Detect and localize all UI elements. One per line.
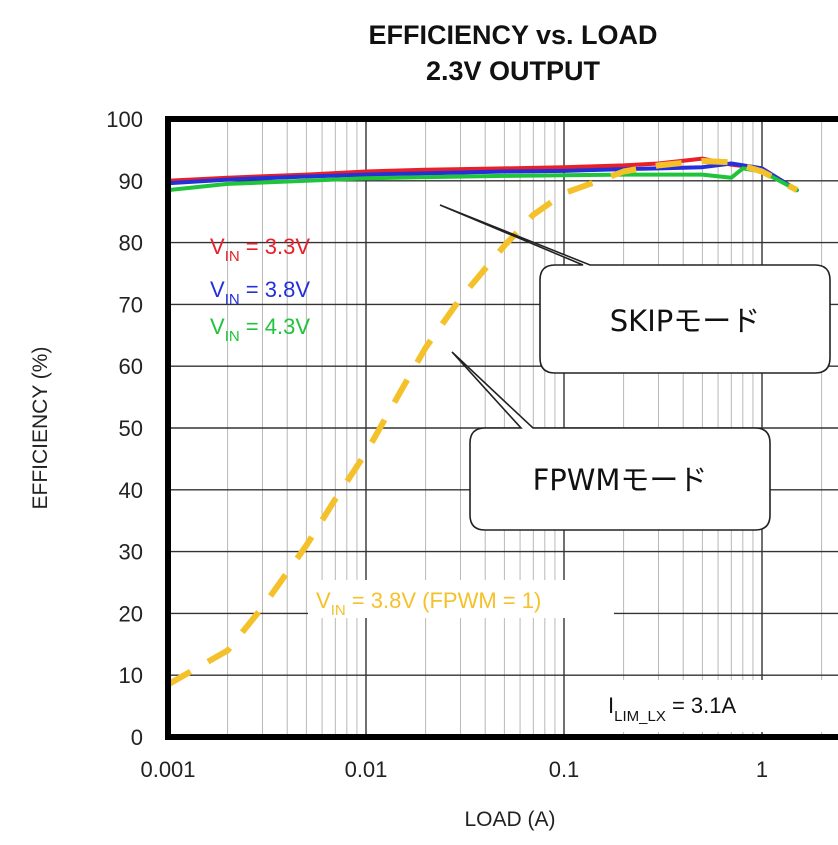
y-tick-label: 70 — [119, 292, 143, 317]
callout-fpwm: FPWMモード — [451, 351, 771, 531]
y-tick-label: 10 — [119, 663, 143, 688]
y-tick-label: 60 — [119, 354, 143, 379]
callout-skip-text: SKIPモード — [610, 304, 760, 338]
y-tick-label: 0 — [131, 725, 143, 750]
chart-subtitle: 2.3V OUTPUT — [426, 56, 601, 86]
series-line-3 — [166, 166, 799, 193]
label-backdrop — [308, 580, 614, 618]
x-tick-labels: 0.001 0.01 0.1 1 — [140, 757, 768, 782]
y-tick-label: 80 — [119, 231, 143, 256]
series-label-2: VIN = 3.8V — [210, 277, 310, 308]
current-limit-label: ILIM_LX = 3.1A — [608, 693, 736, 725]
y-tick-label: 100 — [106, 107, 143, 132]
y-tick-label: 20 — [119, 601, 143, 626]
y-tick-labels: 0 10 20 30 40 50 60 70 80 90 100 — [106, 107, 143, 750]
y-axis-label: EFFICIENCY (%) — [29, 347, 52, 510]
x-tick-label: 0.01 — [345, 757, 388, 782]
x-tick-label: 1 — [756, 757, 768, 782]
y-tick-label: 30 — [119, 540, 143, 565]
x-axis-label: LOAD (A) — [464, 808, 555, 831]
x-tick-label: 0.001 — [140, 757, 195, 782]
y-tick-label: 40 — [119, 478, 143, 503]
series-lines — [166, 156, 799, 688]
series-label-3: VIN = 4.3V — [210, 314, 310, 345]
series-label-1: VIN = 3.3V — [210, 234, 310, 265]
callout-fpwm-text: FPWMモード — [533, 463, 708, 497]
series-labels: VIN = 3.3V VIN = 3.8V VIN = 4.3V VIN = 3.8V… — [210, 234, 614, 619]
y-tick-label: 50 — [119, 416, 143, 441]
y-tick-label: 90 — [119, 169, 143, 194]
plot-frame — [165, 116, 838, 740]
x-tick-label: 0.1 — [549, 757, 580, 782]
chart-title: EFFICIENCY vs. LOAD — [368, 20, 657, 50]
series-line-2 — [166, 161, 799, 193]
series-line-4 — [166, 158, 799, 688]
series-label-4: VIN = 3.8V (FPWM = 1) — [316, 588, 541, 619]
callout-skip: SKIPモード — [439, 204, 831, 374]
